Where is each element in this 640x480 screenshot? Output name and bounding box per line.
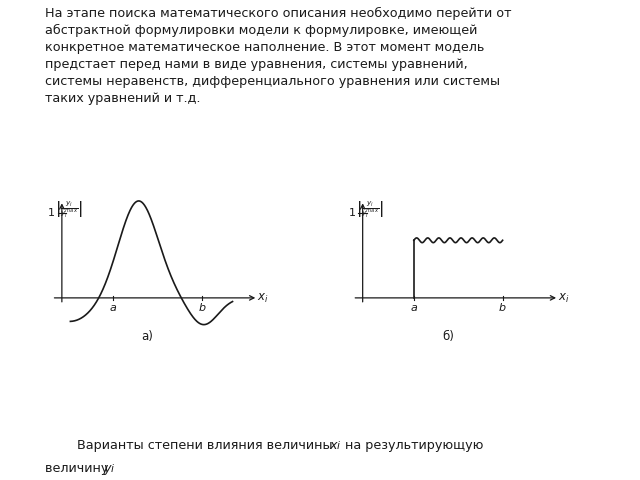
Text: i: i	[337, 441, 340, 451]
Text: 1: 1	[48, 208, 55, 218]
Text: на результирующую: на результирующую	[341, 439, 483, 452]
Text: b: b	[499, 303, 506, 313]
Text: а): а)	[141, 330, 153, 343]
Text: $x_i$: $x_i$	[257, 292, 269, 305]
Text: $\left|\frac{y_i}{y_i^{max}}\right|$: $\left|\frac{y_i}{y_i^{max}}\right|$	[356, 199, 384, 220]
Text: величину: величину	[45, 462, 112, 475]
Text: y: y	[104, 462, 111, 475]
Text: 1: 1	[349, 208, 356, 218]
Text: б): б)	[442, 330, 454, 343]
Text: b: b	[198, 303, 205, 313]
Text: x: x	[330, 439, 337, 452]
Text: a: a	[109, 303, 116, 313]
Text: На этапе поиска математического описания необходимо перейти от
абстрактной форму: На этапе поиска математического описания…	[45, 7, 511, 106]
Text: i: i	[111, 464, 114, 474]
Text: $\left|\frac{y_i}{y_i^{max}}\right|$: $\left|\frac{y_i}{y_i^{max}}\right|$	[55, 199, 83, 220]
Text: $x_i$: $x_i$	[558, 292, 570, 305]
Text: Варианты степени влияния величины: Варианты степени влияния величины	[45, 439, 337, 452]
Text: a: a	[410, 303, 417, 313]
